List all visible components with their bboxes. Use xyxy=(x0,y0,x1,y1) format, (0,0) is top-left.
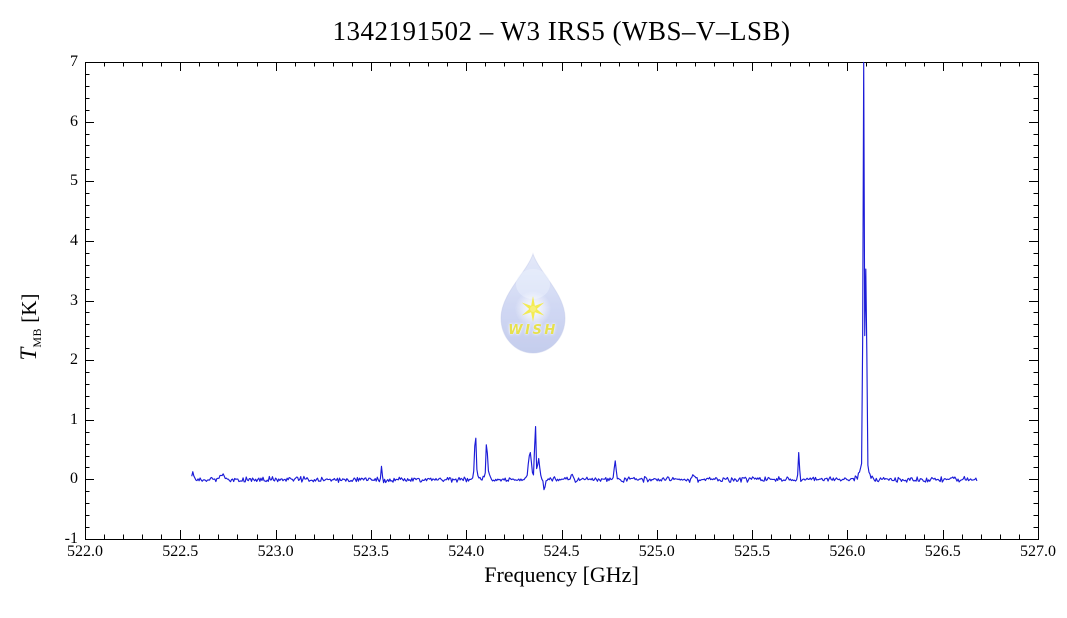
x-tick-label: 522.5 xyxy=(162,543,199,560)
x-tick-label: 522.0 xyxy=(67,543,103,560)
y-tick-label: 4 xyxy=(70,231,78,249)
x-tick-label: 523.5 xyxy=(352,543,389,560)
y-tick-label: -1 xyxy=(64,530,78,547)
y-tick-label: 5 xyxy=(70,172,78,190)
y-tick-label: 0 xyxy=(70,470,78,488)
x-tick-label: 525.5 xyxy=(734,543,771,560)
x-tick-label: 526.5 xyxy=(924,543,961,560)
x-tick-label: 524.0 xyxy=(448,543,485,560)
y-axis-subscript: MB xyxy=(30,327,45,348)
x-tick-label: 525.0 xyxy=(638,543,675,560)
x-tick-label: 526.0 xyxy=(829,543,866,560)
y-tick-label: 3 xyxy=(70,291,78,309)
y-tick-label: 1 xyxy=(70,410,78,428)
x-tick-label: 523.0 xyxy=(257,543,294,560)
x-axis-label: Frequency [GHz] xyxy=(484,562,639,587)
y-tick-label: 6 xyxy=(70,112,78,130)
x-tick-label: 524.5 xyxy=(543,543,580,560)
x-tick-label: 527.0 xyxy=(1020,543,1056,560)
y-tick-label: 2 xyxy=(70,351,78,369)
y-tick-label: 7 xyxy=(70,53,78,70)
